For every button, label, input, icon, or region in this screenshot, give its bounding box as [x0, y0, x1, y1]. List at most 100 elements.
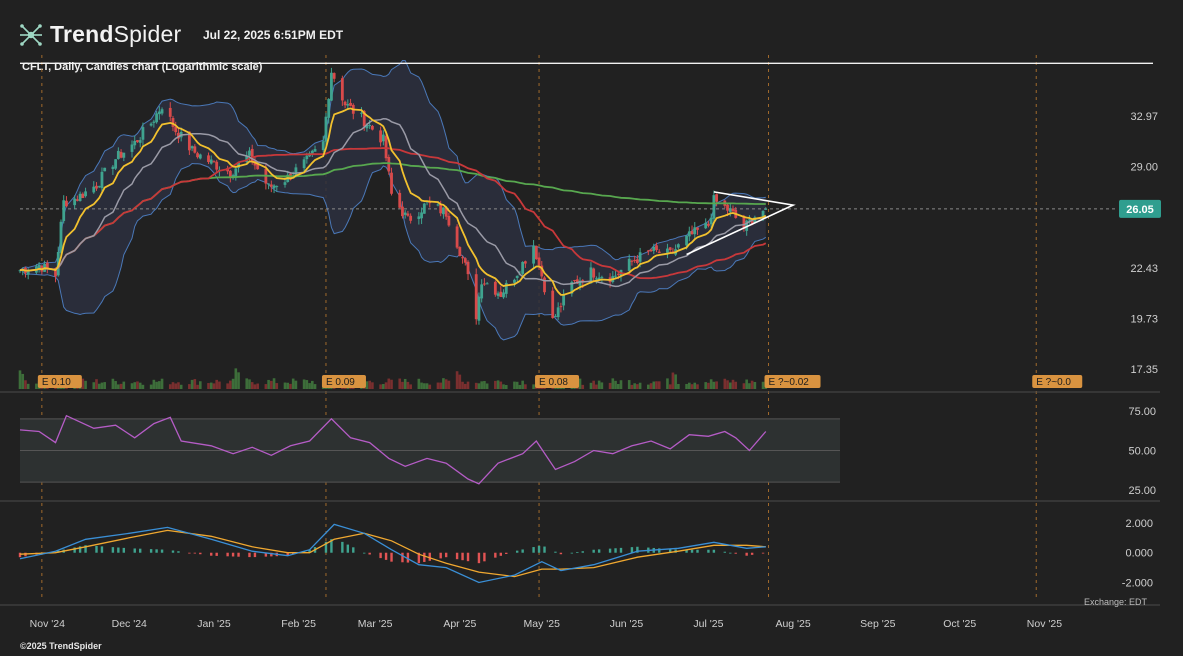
- volume-bar: [748, 383, 751, 389]
- macd-histogram-bar: [139, 548, 142, 553]
- volume-bar: [715, 381, 718, 389]
- macd-histogram-bar: [729, 552, 732, 554]
- candle-body: [696, 227, 699, 230]
- candle-body: [493, 281, 497, 295]
- volume-bar: [636, 384, 639, 389]
- candle-body: [635, 259, 639, 263]
- volume-bar: [420, 382, 423, 389]
- candle-body: [485, 283, 489, 285]
- candle-body: [340, 78, 344, 101]
- macd-histogram-bar: [149, 549, 153, 553]
- copyright: ©2025 TrendSpider: [20, 641, 102, 651]
- volume-bar: [171, 382, 175, 389]
- rsi-line: [19, 414, 767, 485]
- candle-body: [111, 166, 115, 170]
- candle-body: [171, 117, 175, 127]
- volume-bar: [286, 382, 290, 389]
- macd-histogram-bar: [537, 545, 541, 553]
- candle-body: [305, 155, 309, 160]
- volume-bar: [734, 381, 738, 389]
- macd-histogram-bar: [286, 552, 289, 556]
- macd-histogram-bar: [712, 549, 716, 553]
- x-tick-label: Aug '25: [775, 618, 810, 630]
- candle-body: [422, 203, 426, 214]
- macd-histogram-bar: [352, 547, 355, 553]
- volume-bar: [141, 384, 145, 389]
- candle-body: [368, 125, 372, 127]
- volume-bar: [704, 382, 707, 389]
- x-tick-label: Nov '24: [30, 618, 65, 630]
- volume-bar: [685, 383, 688, 389]
- candle-body: [379, 130, 383, 143]
- macd-histogram-bar: [734, 552, 737, 554]
- macd-histogram-bar: [171, 550, 175, 553]
- candle-body: [455, 226, 459, 248]
- macd-histogram-bar: [723, 551, 727, 553]
- candle-body: [504, 282, 508, 294]
- macd-histogram-bar: [543, 546, 546, 553]
- candle-body: [62, 200, 66, 222]
- macd-histogram-bar: [73, 547, 76, 553]
- volume-bar: [119, 383, 123, 389]
- candle-body: [190, 146, 194, 149]
- volume-bar: [447, 380, 451, 389]
- macd-histogram-bar: [483, 552, 486, 562]
- macd-histogram-bar: [554, 551, 557, 553]
- volume-bar: [390, 379, 393, 389]
- macd-histogram-bar: [630, 547, 634, 553]
- candle-body: [390, 172, 393, 194]
- candle-body: [750, 221, 754, 225]
- volume-bar: [215, 379, 218, 389]
- volume-bar: [597, 380, 601, 389]
- candle-body: [761, 210, 765, 218]
- candle-body: [269, 184, 273, 187]
- macd-histogram-bar: [210, 552, 213, 556]
- candle-body: [157, 111, 161, 115]
- volume-bar: [455, 371, 459, 389]
- candle-body: [97, 186, 101, 188]
- volume-bar: [149, 384, 153, 389]
- volume-bar: [726, 380, 729, 389]
- volume-bar: [627, 380, 631, 389]
- candle-body: [365, 124, 369, 129]
- volume-bar: [226, 383, 229, 389]
- macd-histogram-bar: [428, 552, 431, 561]
- candle-body: [543, 277, 546, 293]
- candle-body: [78, 193, 82, 202]
- macd-histogram-bar: [188, 552, 191, 554]
- candle-body: [84, 191, 87, 197]
- volume-bar: [403, 378, 407, 389]
- volume-bar: [496, 380, 500, 389]
- macd-histogram-bar: [707, 549, 710, 553]
- x-tick-label: Feb '25: [281, 618, 316, 630]
- volume-bar: [21, 373, 25, 389]
- candle-body: [444, 207, 448, 217]
- volume-bar: [231, 378, 235, 389]
- volume-bar: [666, 378, 669, 389]
- volume-bar: [24, 380, 27, 389]
- macd-histogram-bar: [570, 552, 574, 554]
- macd-histogram-bar: [477, 552, 481, 564]
- ema-fast-line: [19, 107, 767, 296]
- candle-body: [715, 194, 719, 202]
- volume-bar: [461, 381, 464, 389]
- volume-bar: [371, 382, 374, 389]
- macd-histogram-bar: [302, 551, 306, 553]
- volume-bar: [630, 384, 634, 389]
- candle-body: [398, 192, 402, 208]
- candle-body: [371, 125, 374, 130]
- candle-body: [540, 265, 544, 277]
- earnings-label: E 0.09: [326, 377, 355, 388]
- price-tick-label: 17.35: [1130, 364, 1158, 376]
- macd-histogram-bar: [84, 545, 87, 553]
- volume-bar: [138, 382, 142, 389]
- volume-bar: [188, 384, 191, 389]
- candle-body: [119, 151, 123, 158]
- candle-body: [133, 140, 137, 146]
- macd-histogram-bar: [417, 552, 421, 564]
- candle-body: [707, 223, 710, 226]
- candle-body: [592, 268, 596, 278]
- volume-bar: [234, 368, 238, 389]
- candle-body: [657, 251, 661, 254]
